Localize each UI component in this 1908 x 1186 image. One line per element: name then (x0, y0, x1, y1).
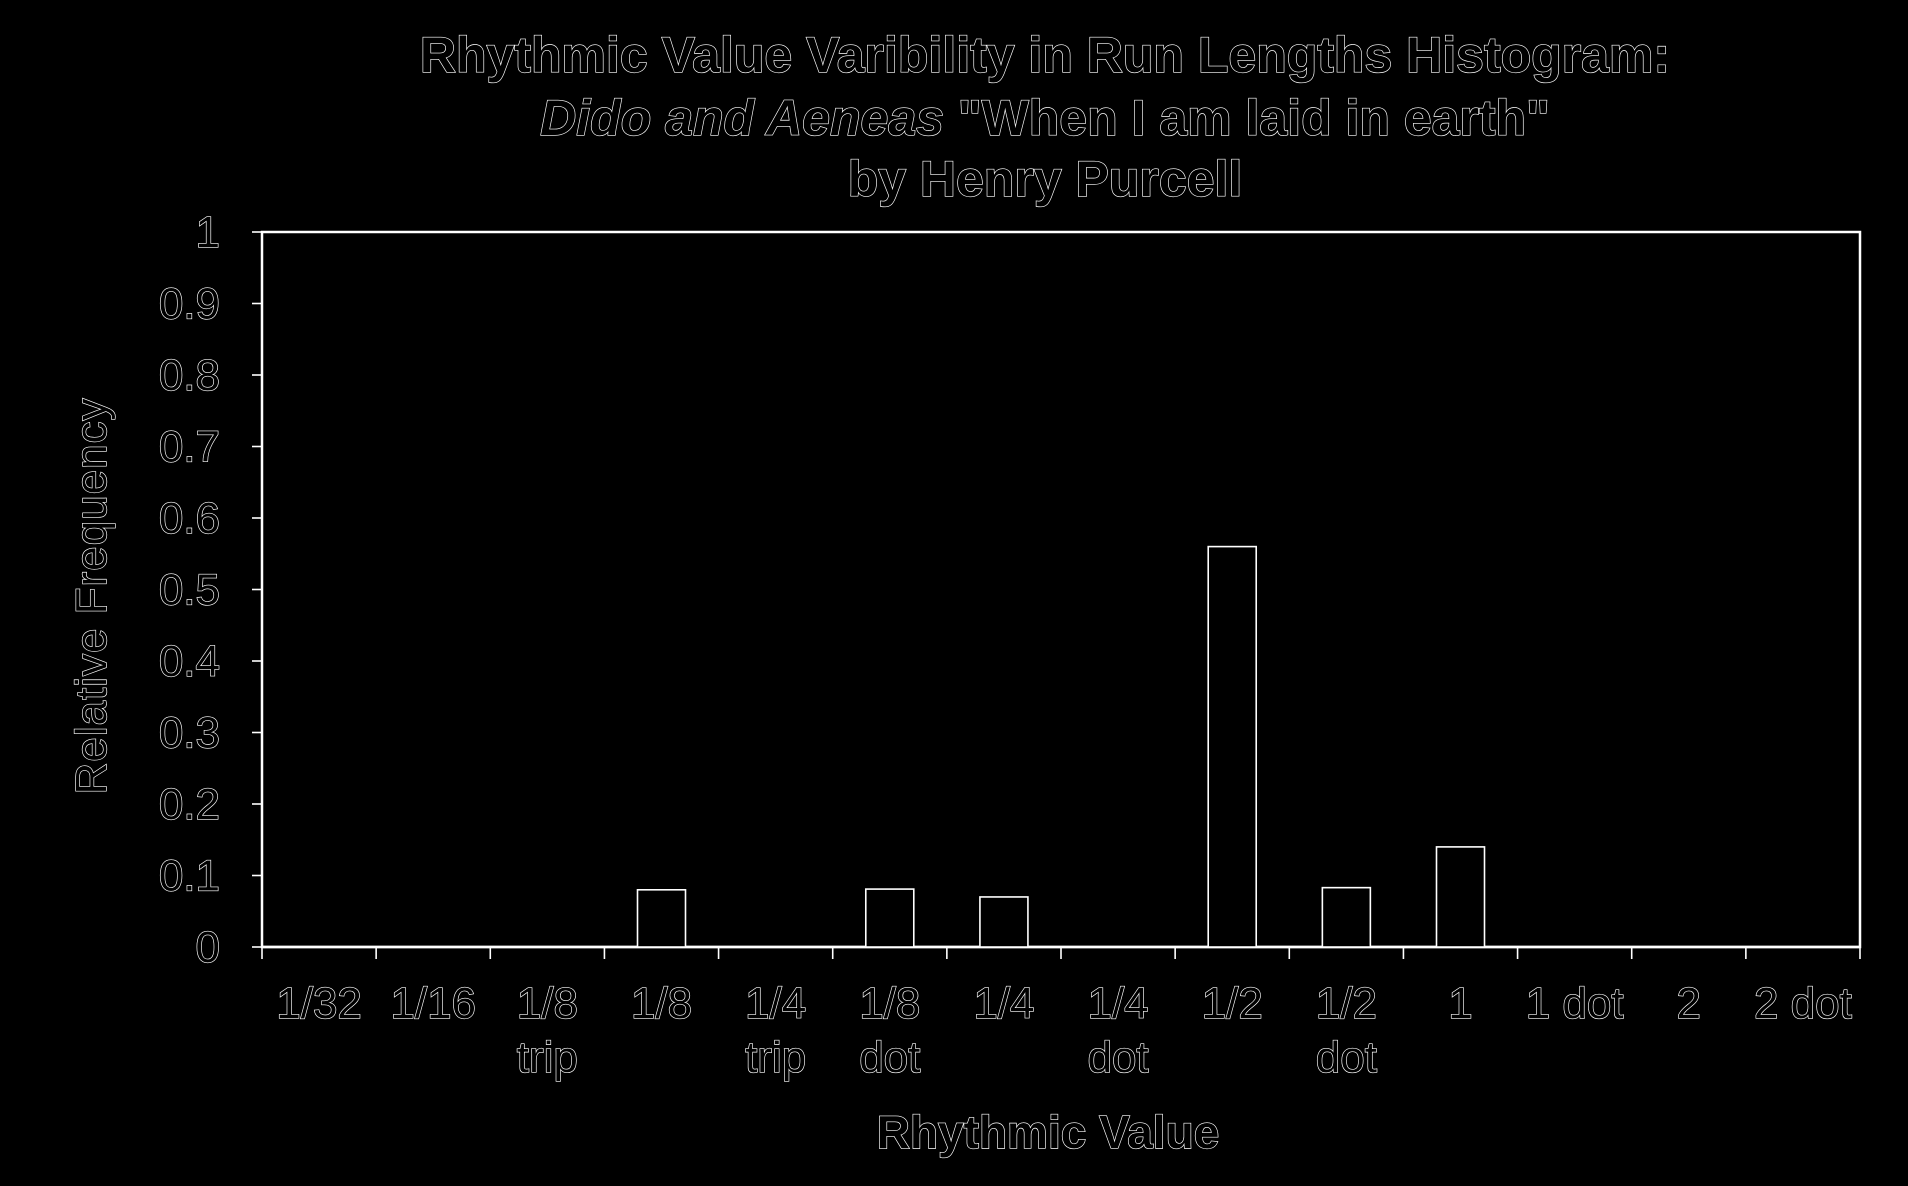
y-tick-label: 0.2 (159, 780, 220, 829)
bar (1435, 846, 1486, 948)
x-tick-label: 2 dot (1754, 979, 1852, 1028)
x-tick-label: 1/8 (859, 979, 920, 1028)
chart-title-work-name: Dido and Aeneas (540, 90, 944, 146)
x-tick-label: 1/16 (390, 979, 476, 1028)
chart-title-line-2: Dido and Aeneas "When I am laid in earth… (540, 90, 1550, 146)
x-tick-label-line-2: trip (517, 1033, 578, 1082)
x-tick-label: 1/2 (1202, 979, 1263, 1028)
y-tick-label: 0.4 (159, 637, 220, 686)
x-tick-label: 1/2 (1316, 979, 1377, 1028)
bar (636, 888, 687, 948)
plot-area-frame (260, 230, 1862, 949)
y-axis-title: Relative Frequency (67, 397, 116, 794)
chart-title: Rhythmic Value Varibility in Run Lengths… (419, 26, 1671, 207)
x-tick-label-line-2: dot (859, 1033, 920, 1082)
x-tick-label: 1/32 (276, 979, 362, 1028)
x-tick-label: 1/4 (745, 979, 806, 1028)
x-tick-label-line-2: trip (745, 1033, 806, 1082)
x-tick-label-line-2: dot (1316, 1033, 1377, 1082)
x-tick-label: 1/4 (1087, 979, 1148, 1028)
bar (979, 896, 1029, 948)
chart-title-line-3: by Henry Purcell (848, 151, 1243, 207)
y-tick-label: 0.3 (159, 709, 220, 758)
y-tick-label: 0.6 (159, 494, 220, 543)
y-tick-label: 0.1 (159, 852, 220, 901)
bar (1207, 545, 1258, 948)
x-tick-label: 1 dot (1526, 979, 1624, 1028)
bar (1321, 886, 1372, 948)
x-tick-label: 1/8 (517, 979, 578, 1028)
x-tick-label-line-2: dot (1087, 1033, 1148, 1082)
y-axis: 0 0.1 0.2 0.3 0.4 0.5 0.6 0.7 0.8 0.9 1 (158, 207, 262, 973)
y-tick-label: 0.5 (159, 566, 220, 615)
bar (864, 888, 915, 948)
x-axis: 1/32 1/16 1/8 trip 1/8 1/4 trip 1/8 dot 1/4 1/4 dot… (261, 945, 1861, 1083)
y-tick-label: 0.7 (159, 423, 220, 472)
bars (636, 545, 1486, 948)
y-tick-label: 0.9 (159, 280, 220, 329)
y-tick-label: 0.8 (159, 351, 220, 400)
x-tick-label: 1/4 (973, 979, 1034, 1028)
y-tick-label: 0 (196, 923, 220, 972)
chart-title-line-1: Rhythmic Value Varibility in Run Lengths… (420, 27, 1670, 83)
chart-title-song-name: "When I am laid in earth" (944, 90, 1550, 146)
x-tick-label: 2 (1677, 979, 1701, 1028)
x-tick-label: 1/8 (631, 979, 692, 1028)
x-axis-title: Rhythmic Value (877, 1106, 1220, 1158)
x-tick-label: 1 (1448, 979, 1472, 1028)
y-tick-label: 1 (196, 208, 220, 257)
